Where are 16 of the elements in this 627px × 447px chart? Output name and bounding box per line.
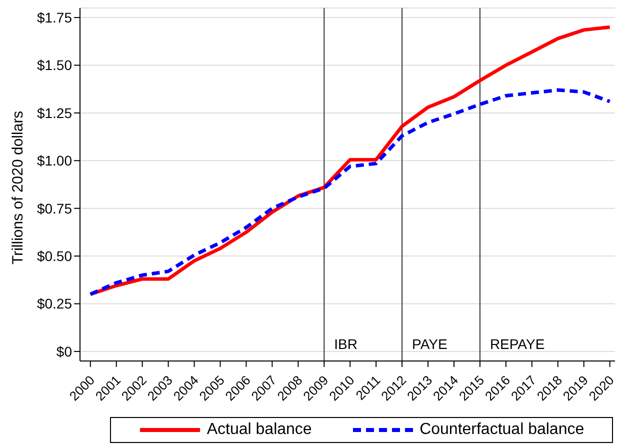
ref-line-label: IBR bbox=[334, 336, 358, 352]
y-tick-label: $0.75 bbox=[36, 200, 72, 216]
y-tick-label: $0 bbox=[56, 343, 72, 360]
y-tick-label: $1.25 bbox=[36, 104, 72, 121]
y-tick-label: $1.50 bbox=[36, 57, 72, 74]
ref-line-label: PAYE bbox=[412, 336, 448, 352]
y-tick-label: $0.25 bbox=[36, 296, 72, 312]
legend-label: Counterfactual balance bbox=[420, 421, 584, 439]
line-series bbox=[88, 88, 612, 296]
y-tick-label: $0.50 bbox=[36, 248, 72, 264]
y-axis-title: Trillions of 2020 dollars bbox=[9, 110, 26, 264]
legend-label: Actual balance bbox=[206, 421, 312, 439]
line-series bbox=[88, 25, 612, 296]
ref-line-label: REPAYE bbox=[490, 336, 545, 352]
y-tick-label: $1.75 bbox=[36, 10, 72, 26]
y-tick-label: $1.00 bbox=[36, 152, 72, 169]
